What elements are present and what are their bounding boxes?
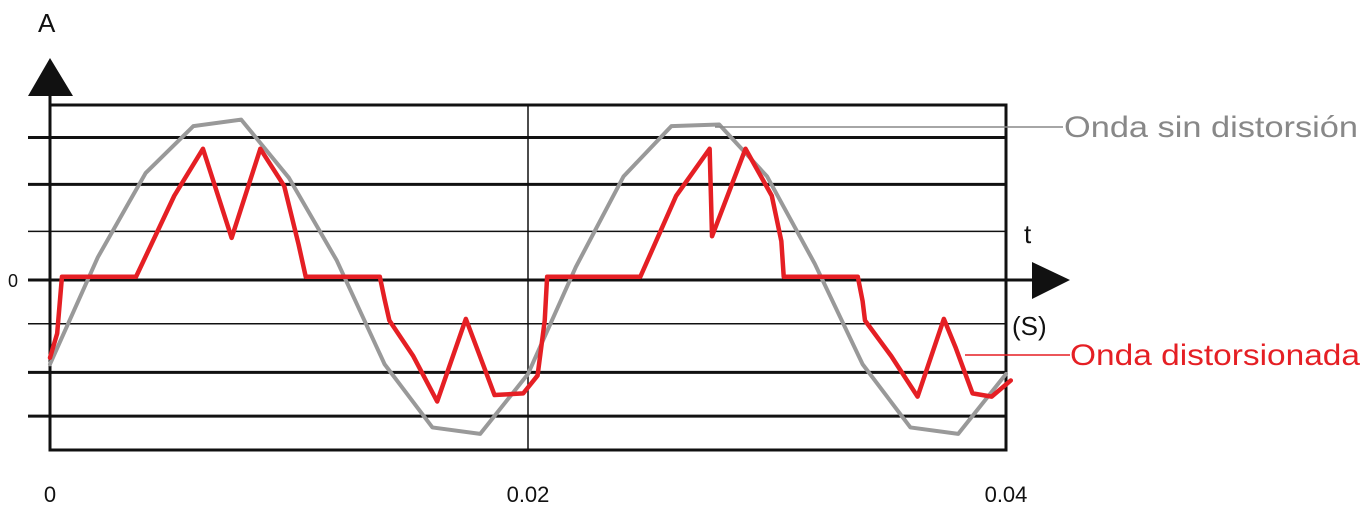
grid-lines — [28, 135, 1006, 418]
y-zero-label: 0 — [8, 271, 18, 291]
x-tick-label: 0.02 — [507, 482, 550, 505]
x-axis-arrow-icon — [1032, 262, 1070, 299]
x-unit-label: (S) — [1012, 311, 1047, 341]
legend-label-undistorted: Onda sin distorsión — [1064, 111, 1358, 144]
x-axis-label: t — [1024, 219, 1032, 249]
series-line-distorted — [47, 146, 1014, 404]
x-tick-label: 0.04 — [985, 482, 1028, 505]
x-tick-labels: 0 0.02 0.04 — [44, 482, 1028, 505]
y-axis-label: A — [38, 8, 56, 38]
y-axis-arrow-icon — [28, 58, 73, 96]
x-tick-label: 0 — [44, 482, 56, 505]
series-line-undistorted — [48, 117, 1008, 436]
legend-label-distorted: Onda distorsionada — [1070, 339, 1360, 372]
series-layer — [47, 117, 1014, 436]
